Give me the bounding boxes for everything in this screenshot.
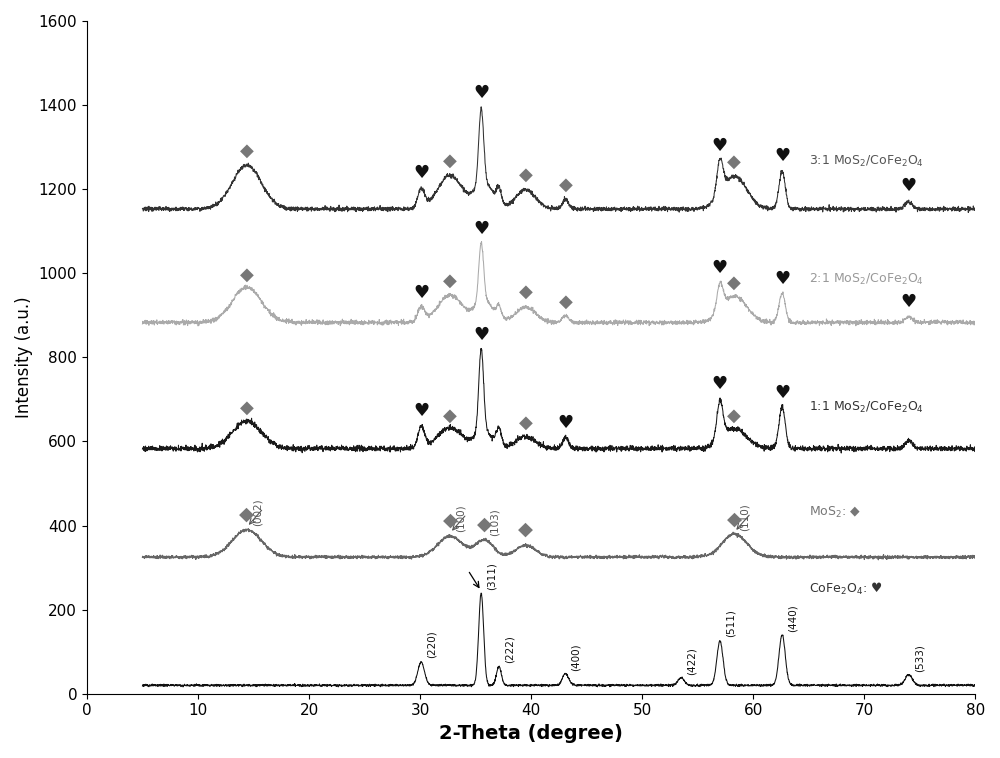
Text: ♥: ♥	[712, 375, 728, 393]
Text: ♥: ♥	[473, 83, 489, 102]
Text: ♥: ♥	[558, 415, 574, 432]
Text: ◆: ◆	[443, 152, 457, 170]
Text: (103): (103)	[490, 508, 500, 536]
Text: ◆: ◆	[727, 510, 742, 529]
Text: ◆: ◆	[519, 414, 533, 432]
Text: (400): (400)	[571, 643, 581, 671]
Text: 1:1 MoS$_2$/CoFe$_2$O$_4$: 1:1 MoS$_2$/CoFe$_2$O$_4$	[809, 400, 924, 415]
Text: ◆: ◆	[519, 166, 533, 184]
Text: ◆: ◆	[240, 142, 254, 160]
Text: ◆: ◆	[727, 152, 741, 171]
Text: (422): (422)	[687, 647, 697, 675]
Text: (222): (222)	[504, 635, 514, 663]
Text: ♥: ♥	[473, 221, 489, 239]
Text: (311): (311)	[487, 562, 497, 590]
Text: ◆: ◆	[559, 293, 573, 311]
Text: ◆: ◆	[443, 406, 457, 424]
Text: ◆: ◆	[727, 274, 741, 292]
Text: ♥: ♥	[712, 259, 728, 277]
Y-axis label: Intensity (a.u.): Intensity (a.u.)	[15, 296, 33, 418]
Text: ◆: ◆	[519, 283, 533, 300]
Text: (511): (511)	[725, 609, 735, 637]
Text: ◆: ◆	[239, 505, 254, 524]
Text: ♥: ♥	[473, 326, 489, 344]
Text: ◆: ◆	[559, 176, 573, 194]
Text: ♥: ♥	[413, 284, 429, 302]
Text: ♥: ♥	[413, 164, 429, 182]
Text: ♥: ♥	[774, 271, 790, 288]
Text: (533): (533)	[914, 644, 924, 672]
Text: 2:1 MoS$_2$/CoFe$_2$O$_4$: 2:1 MoS$_2$/CoFe$_2$O$_4$	[809, 272, 924, 287]
Text: (220): (220)	[427, 631, 437, 658]
Text: ◆: ◆	[240, 399, 254, 417]
Text: ◆: ◆	[443, 511, 458, 530]
Text: ◆: ◆	[443, 271, 457, 290]
Text: (100): (100)	[456, 504, 466, 531]
Text: ♥: ♥	[774, 147, 790, 165]
Text: 3:1 MoS$_2$/CoFe$_2$O$_4$: 3:1 MoS$_2$/CoFe$_2$O$_4$	[809, 155, 924, 169]
Text: CoFe$_2$O$_4$: ♥: CoFe$_2$O$_4$: ♥	[809, 581, 882, 597]
Text: ♥: ♥	[774, 384, 790, 402]
Text: (002): (002)	[252, 498, 262, 526]
Text: MoS$_2$: ◆: MoS$_2$: ◆	[809, 506, 861, 521]
Text: ◆: ◆	[518, 520, 533, 539]
Text: (440): (440)	[788, 604, 798, 631]
Text: ◆: ◆	[240, 265, 254, 283]
Text: ♥: ♥	[901, 293, 917, 312]
Text: ♥: ♥	[901, 177, 917, 195]
Text: ◆: ◆	[477, 515, 492, 534]
X-axis label: 2-Theta (degree): 2-Theta (degree)	[439, 724, 623, 743]
Text: ♥: ♥	[413, 402, 429, 421]
Text: (110): (110)	[740, 503, 750, 531]
Text: ♥: ♥	[712, 136, 728, 155]
Text: ◆: ◆	[727, 407, 741, 424]
